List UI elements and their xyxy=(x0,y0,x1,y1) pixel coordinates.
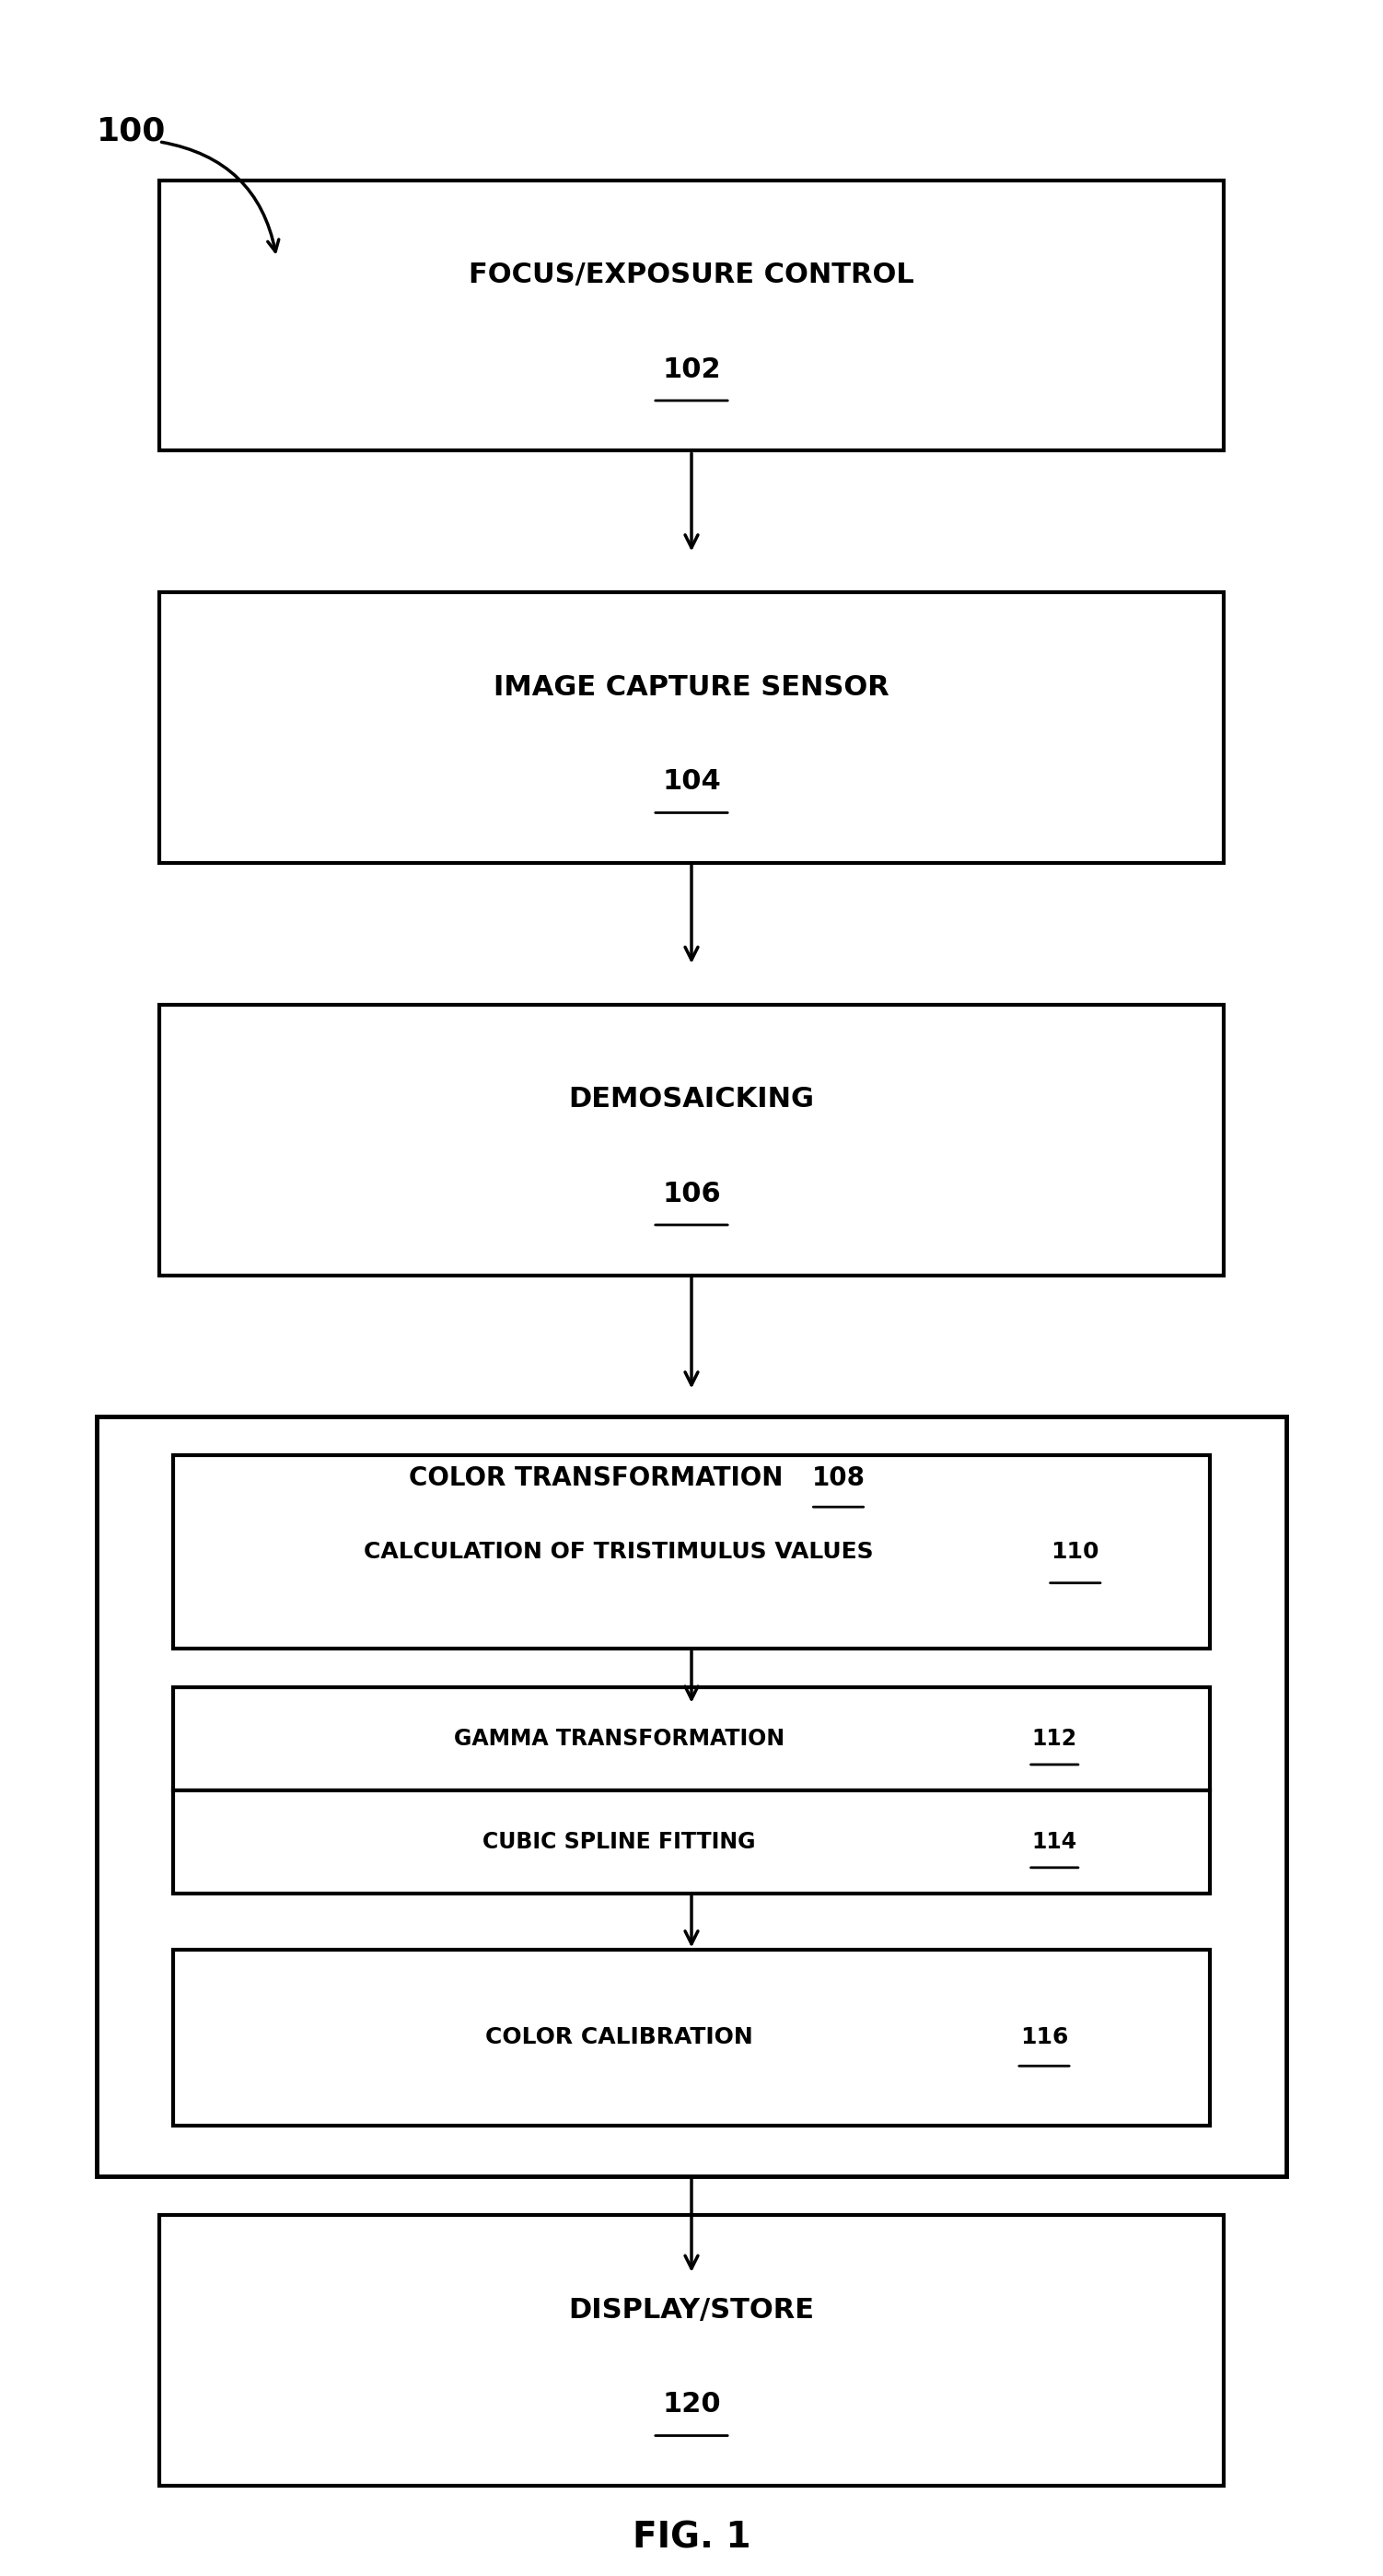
Text: 104: 104 xyxy=(662,768,721,796)
Text: DEMOSAICKING: DEMOSAICKING xyxy=(568,1087,815,1113)
Text: FIG. 1: FIG. 1 xyxy=(632,2519,751,2555)
FancyBboxPatch shape xyxy=(159,2215,1224,2486)
Text: 108: 108 xyxy=(812,1466,866,1492)
Text: GAMMA TRANSFORMATION: GAMMA TRANSFORMATION xyxy=(454,1728,784,1749)
Text: COLOR CALIBRATION: COLOR CALIBRATION xyxy=(485,2027,752,2048)
Text: 106: 106 xyxy=(662,1180,721,1208)
Text: IMAGE CAPTURE SENSOR: IMAGE CAPTURE SENSOR xyxy=(494,675,889,701)
Text: 110: 110 xyxy=(1051,1540,1099,1564)
FancyBboxPatch shape xyxy=(159,180,1224,451)
Text: FOCUS/EXPOSURE CONTROL: FOCUS/EXPOSURE CONTROL xyxy=(469,263,914,289)
FancyBboxPatch shape xyxy=(173,1455,1210,1649)
FancyBboxPatch shape xyxy=(173,1790,1210,1893)
Text: DISPLAY/STORE: DISPLAY/STORE xyxy=(568,2298,815,2324)
Text: 100: 100 xyxy=(97,116,166,147)
FancyBboxPatch shape xyxy=(173,1950,1210,2125)
Text: COLOR TRANSFORMATION: COLOR TRANSFORMATION xyxy=(409,1466,783,1492)
FancyBboxPatch shape xyxy=(97,1417,1286,2177)
FancyBboxPatch shape xyxy=(173,1687,1210,1790)
FancyBboxPatch shape xyxy=(159,592,1224,863)
Text: 120: 120 xyxy=(662,2391,721,2419)
Text: 116: 116 xyxy=(1021,2027,1068,2048)
Text: 102: 102 xyxy=(662,355,721,384)
Text: 112: 112 xyxy=(1032,1728,1077,1749)
Text: CUBIC SPLINE FITTING: CUBIC SPLINE FITTING xyxy=(483,1832,755,1852)
FancyBboxPatch shape xyxy=(159,1005,1224,1275)
Text: CALCULATION OF TRISTIMULUS VALUES: CALCULATION OF TRISTIMULUS VALUES xyxy=(364,1540,874,1564)
FancyArrowPatch shape xyxy=(162,142,279,252)
Text: 114: 114 xyxy=(1032,1832,1077,1852)
